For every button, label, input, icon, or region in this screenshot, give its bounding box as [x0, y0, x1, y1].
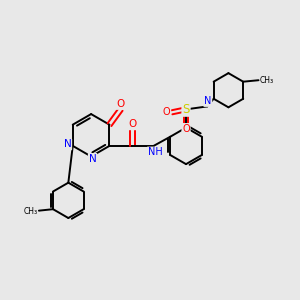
Text: O: O: [182, 124, 190, 134]
Text: N: N: [204, 96, 212, 106]
Text: N: N: [89, 154, 97, 164]
Text: O: O: [116, 99, 125, 109]
Text: N: N: [64, 140, 71, 149]
Text: O: O: [163, 107, 170, 117]
Text: NH: NH: [148, 147, 163, 158]
Text: O: O: [128, 119, 136, 129]
Text: S: S: [182, 103, 190, 116]
Text: CH₃: CH₃: [24, 207, 38, 216]
Text: CH₃: CH₃: [260, 76, 274, 85]
